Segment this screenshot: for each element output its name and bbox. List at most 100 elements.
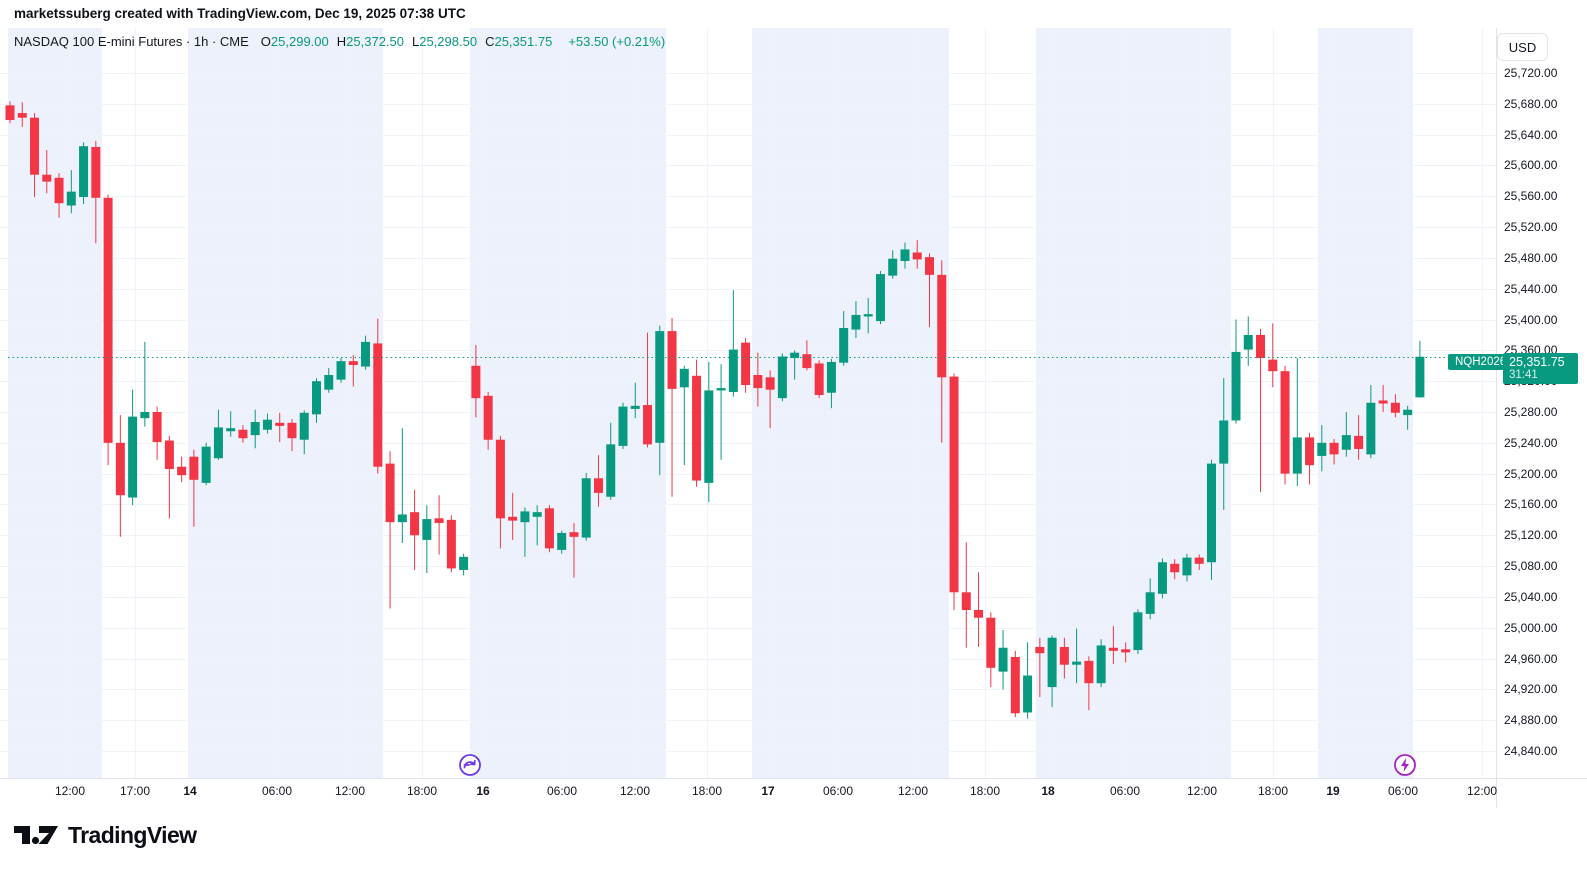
time-axis-label: 06:00: [822, 784, 854, 798]
symbol-legend[interactable]: NASDAQ 100 E-mini Futures · 1h · CME O25…: [14, 34, 665, 49]
tradingview-logo[interactable]: TradingView: [13, 822, 197, 849]
candle-body: [1010, 657, 1020, 714]
time-axis-label: 18: [1041, 784, 1055, 798]
candle: [201, 442, 211, 486]
candle: [655, 325, 665, 476]
candle: [986, 612, 996, 688]
candle-body: [716, 388, 726, 391]
candle: [1256, 328, 1266, 493]
candle: [1108, 626, 1118, 664]
candle: [557, 530, 567, 554]
candle-body: [446, 519, 456, 569]
candle: [753, 352, 763, 407]
candle: [937, 260, 947, 443]
candle-body: [1182, 557, 1192, 576]
time-axis-label: 12:00: [1186, 784, 1218, 798]
candle-body: [1096, 645, 1106, 684]
session-band: [470, 28, 666, 778]
timescale-mark-lightning-icon[interactable]: [1393, 753, 1417, 782]
candle-body: [287, 422, 297, 439]
candle: [974, 572, 984, 647]
ohlc-value: 25,372.50: [346, 34, 404, 49]
candle-body: [655, 331, 665, 443]
candle: [336, 358, 346, 383]
candle-body: [5, 105, 15, 120]
candle-body: [974, 610, 984, 618]
candle: [1378, 385, 1388, 413]
timescale-mark-skip-arrow-icon[interactable]: [458, 753, 482, 782]
candle-body: [593, 478, 603, 493]
candle-body: [826, 361, 836, 393]
candle: [777, 353, 787, 402]
candle: [692, 359, 702, 487]
candle: [1010, 650, 1020, 718]
candle: [1231, 319, 1241, 424]
price-axis-label: 25,480.00: [1504, 250, 1558, 265]
candle: [348, 354, 358, 387]
candle: [508, 492, 518, 540]
candle-body: [508, 516, 518, 521]
candle-body: [1145, 592, 1155, 614]
candle: [471, 344, 481, 418]
candle-body: [986, 617, 996, 668]
candle-body: [777, 356, 787, 399]
price-axis-label: 25,440.00: [1504, 281, 1558, 296]
candle: [1084, 656, 1094, 711]
attribution-text: marketssuberg created with TradingView.c…: [14, 6, 466, 21]
change-value: +53.50 (+0.21%): [568, 34, 666, 49]
candle: [1390, 394, 1400, 418]
candle: [17, 102, 27, 127]
candle: [213, 409, 223, 460]
price-axis-label: 25,240.00: [1504, 435, 1558, 450]
candle-body: [1317, 442, 1327, 456]
candle-body: [17, 113, 27, 118]
price-axis-label: 24,840.00: [1504, 744, 1558, 758]
candle: [164, 435, 174, 519]
candle-body: [618, 406, 628, 446]
candle: [128, 389, 138, 506]
candle-body: [495, 439, 505, 519]
candle: [422, 505, 432, 574]
time-axis-label: 12:00: [334, 784, 366, 798]
candle: [250, 409, 260, 449]
symbol-title[interactable]: NASDAQ 100 E-mini Futures · 1h · CME: [14, 34, 249, 49]
candle-body: [937, 274, 947, 378]
candle: [704, 361, 714, 503]
candle: [826, 358, 836, 409]
candle: [520, 507, 530, 557]
candle-body: [238, 429, 248, 439]
candle: [1415, 340, 1425, 398]
candle: [1121, 642, 1131, 663]
candle: [495, 435, 505, 549]
candle-body: [471, 365, 481, 399]
candle-body: [790, 352, 800, 359]
price-axis-label: 25,680.00: [1504, 96, 1558, 111]
candle-body: [66, 191, 76, 206]
candle: [1305, 432, 1315, 485]
candle: [875, 271, 885, 325]
last-price-badge: 25,351.75 31:41: [1503, 352, 1578, 384]
candle: [1317, 425, 1327, 472]
candle-body: [949, 376, 959, 593]
candle: [851, 301, 861, 339]
candle-body: [630, 405, 640, 409]
candle: [925, 253, 934, 328]
candle: [1170, 559, 1180, 580]
time-axis-label: 12:00: [54, 784, 86, 798]
candle-body: [324, 375, 334, 390]
candle-body: [262, 419, 272, 430]
candle: [667, 318, 677, 497]
candle: [1035, 637, 1045, 698]
ohlc-label: C: [485, 34, 495, 49]
price-axis-label: 25,160.00: [1504, 497, 1558, 512]
currency-button[interactable]: USD: [1497, 33, 1548, 61]
candle-body: [1219, 420, 1229, 464]
candle: [1354, 415, 1364, 460]
candle-body: [201, 446, 211, 483]
candle-body: [410, 512, 420, 536]
candle-body: [544, 508, 554, 549]
candle: [385, 451, 395, 609]
candle-body: [385, 463, 395, 523]
time-axis-label: 18:00: [691, 784, 723, 798]
